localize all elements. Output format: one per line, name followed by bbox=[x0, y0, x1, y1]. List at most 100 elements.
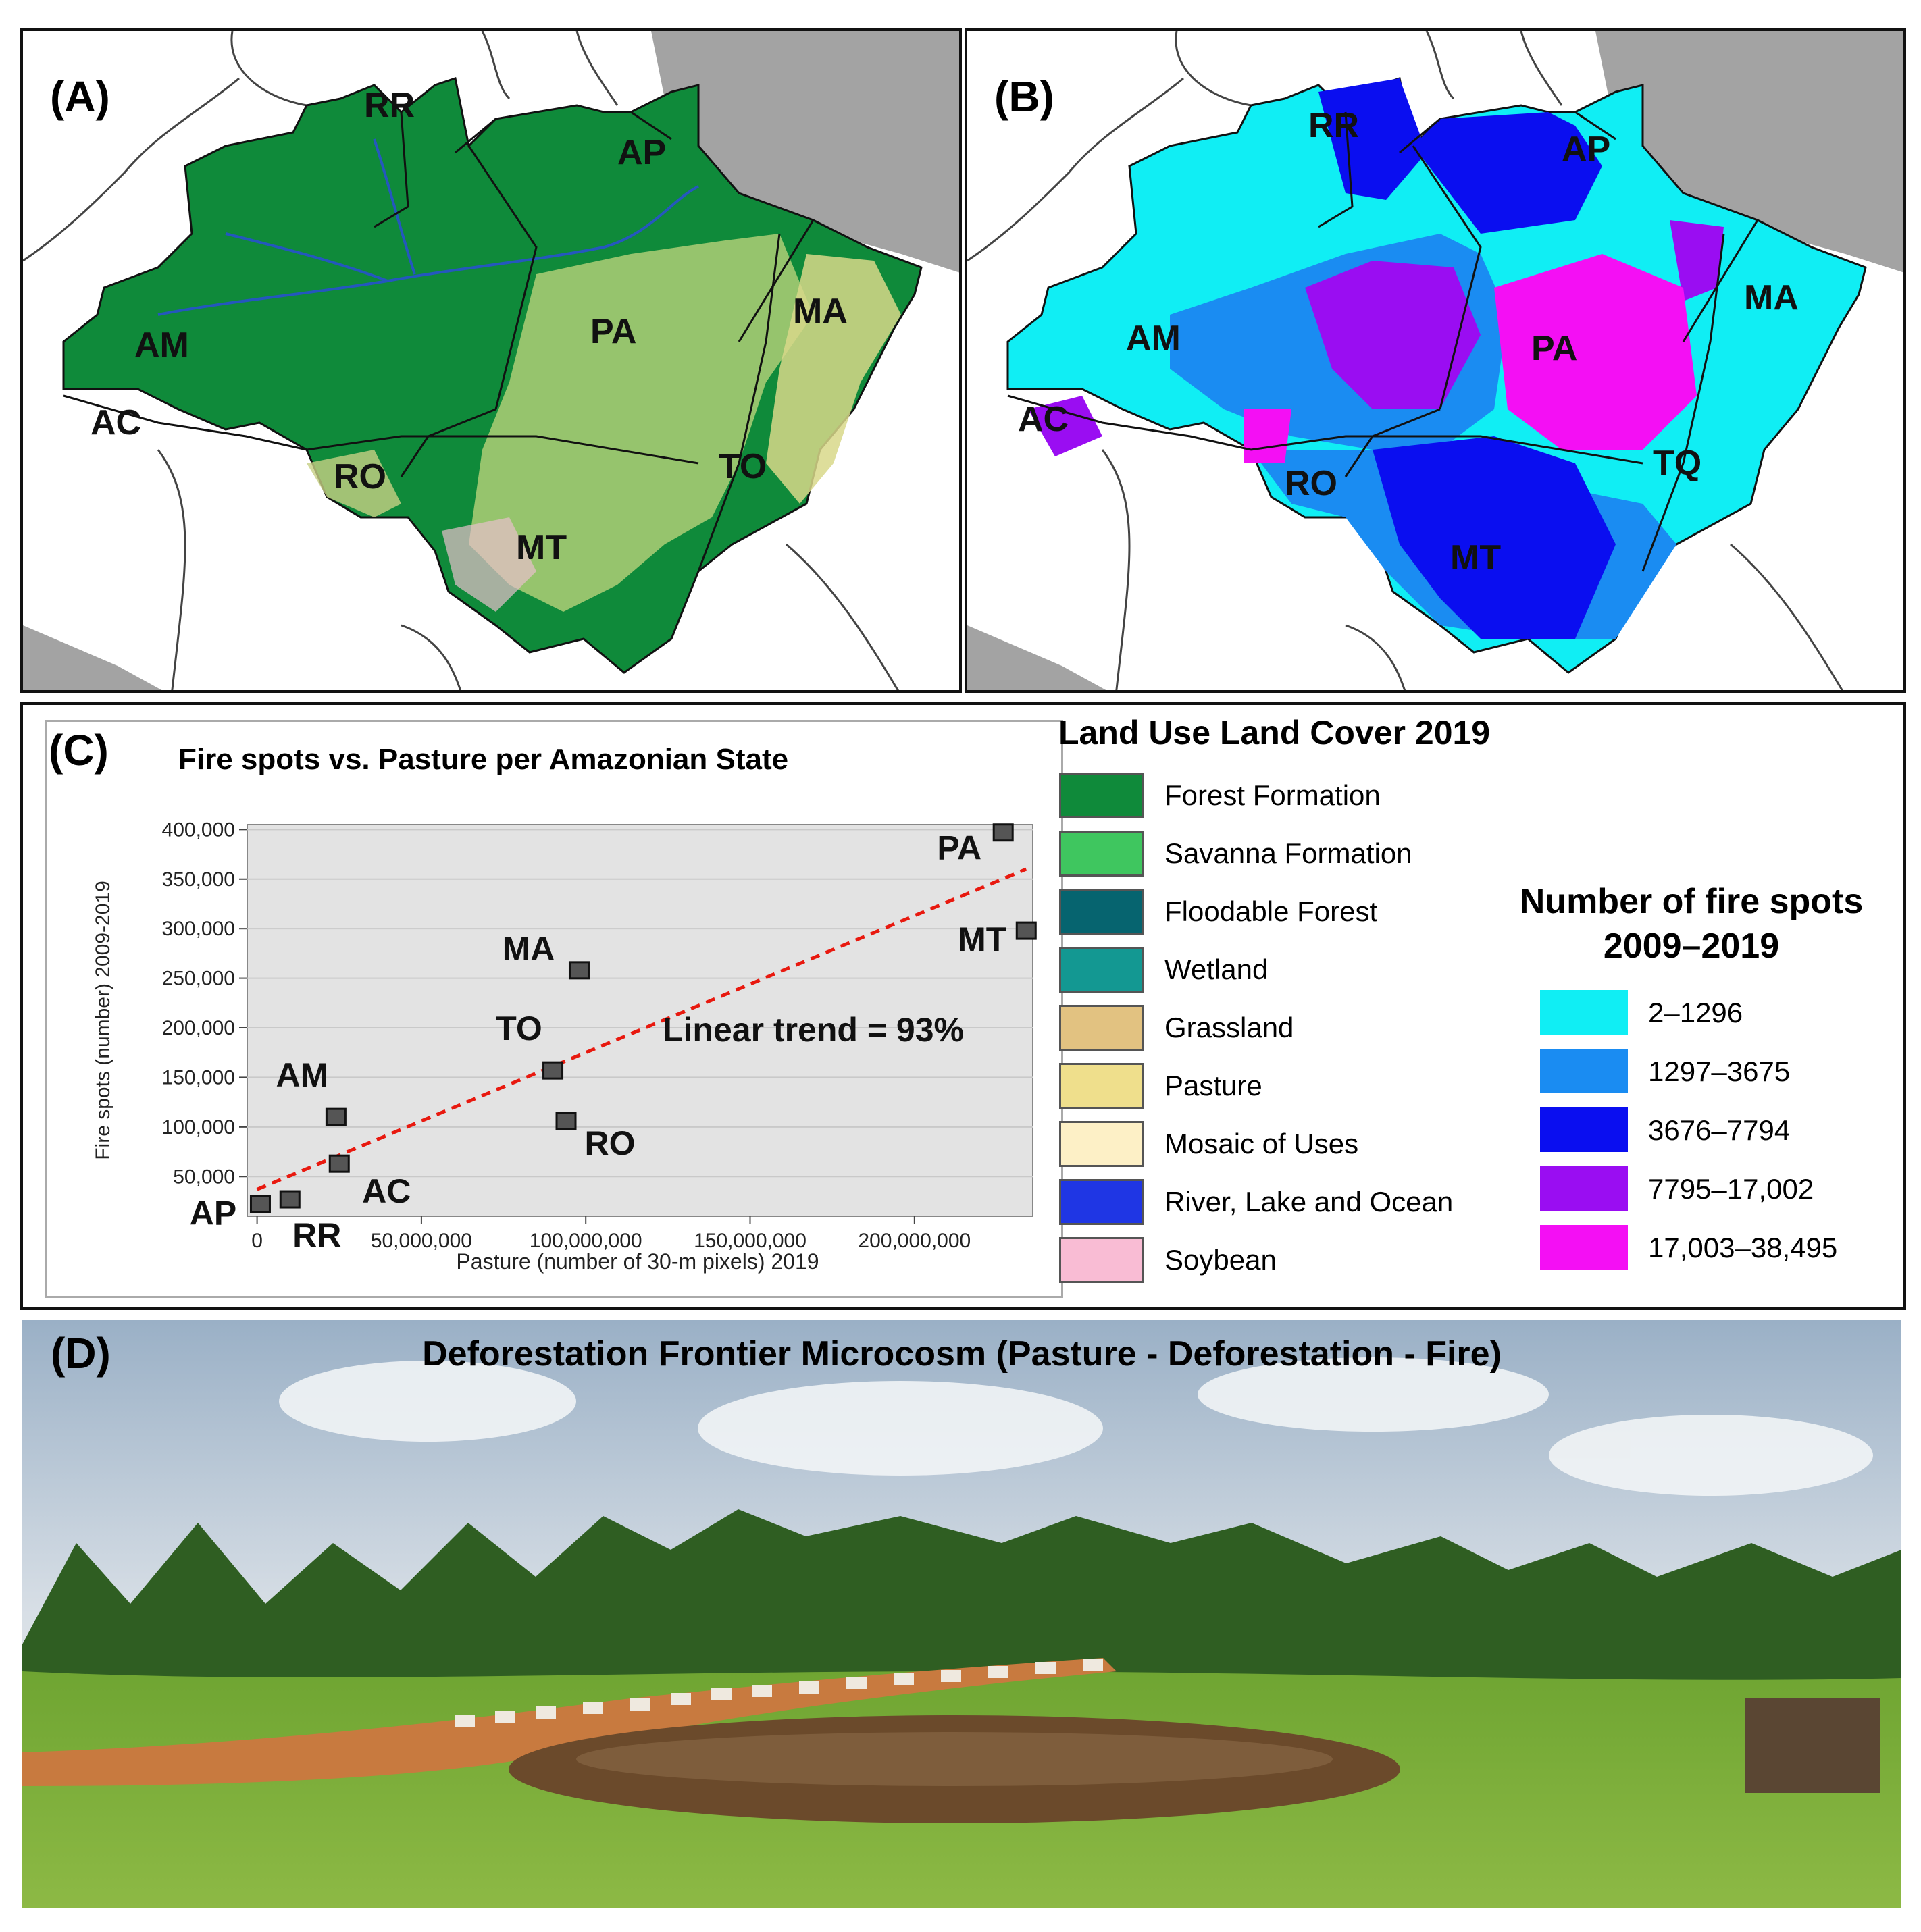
y-tick-label: 50,000 bbox=[173, 1166, 235, 1188]
state-label-ap: AP bbox=[1562, 130, 1611, 169]
soy-zone bbox=[442, 517, 536, 612]
landscape-photo bbox=[22, 1320, 1901, 1908]
neighbour-borders bbox=[967, 31, 1843, 690]
scatter-chart: 50,000 100,000 150,000 200,000 250,000 300,00… bbox=[92, 818, 1037, 1274]
point-label-to: TO bbox=[496, 1010, 542, 1047]
fire-swatch bbox=[1540, 1049, 1628, 1093]
x-tick-label: 100,000,000 bbox=[530, 1230, 642, 1252]
point-label-am: AM bbox=[276, 1056, 329, 1094]
point-label-rr: RR bbox=[292, 1216, 341, 1254]
point-label-ma: MA bbox=[503, 930, 555, 968]
land-cover-label: Pasture bbox=[1164, 1070, 1262, 1101]
pasture-zone-ma bbox=[766, 254, 901, 504]
land-cover-swatch bbox=[1059, 1005, 1144, 1051]
rivers bbox=[157, 138, 699, 316]
state-label-rr: RR bbox=[1308, 106, 1360, 145]
state-label-mt: MT bbox=[516, 528, 567, 567]
ocean-area-sw bbox=[23, 625, 162, 690]
point-ac bbox=[328, 1154, 350, 1173]
y-axis-ticks: 50,000 100,000 150,000 200,000 250,000 300,00… bbox=[162, 818, 247, 1188]
point-am bbox=[325, 1107, 347, 1126]
panel-d-photo: (D) Deforestation Frontier Microcosm (Pa… bbox=[22, 1320, 1901, 1908]
land-cover-label: Floodable Forest bbox=[1164, 895, 1378, 927]
forest-tree-line bbox=[22, 1509, 1901, 1698]
pond-reflection bbox=[576, 1732, 1333, 1786]
y-axis-label: Fire spots (number) 2009-2019 bbox=[92, 881, 114, 1160]
y-tick-label: 400,000 bbox=[162, 818, 235, 841]
state-borders bbox=[1007, 111, 1759, 572]
fire-swatch bbox=[1540, 1107, 1628, 1152]
state-label-ma: MA bbox=[1744, 278, 1799, 317]
state-label-ro: RO bbox=[1285, 464, 1337, 503]
state-label-tq: TQ bbox=[1653, 444, 1702, 483]
state-label-mt: MT bbox=[1450, 538, 1502, 577]
cattle-herd bbox=[455, 1659, 1103, 1727]
land-cover-label: River, Lake and Ocean bbox=[1164, 1186, 1454, 1218]
plot-area bbox=[247, 824, 1033, 1217]
land-cover-swatch bbox=[1059, 947, 1144, 993]
point-label-ro: RO bbox=[585, 1124, 636, 1162]
land-cover-label: Grassland bbox=[1164, 1012, 1294, 1043]
point-label-pa: PA bbox=[937, 829, 981, 867]
state-label-ma: MA bbox=[793, 292, 848, 331]
point-label-ac: AC bbox=[362, 1172, 411, 1210]
fire-class-5-area bbox=[1494, 254, 1697, 450]
fire-legend-title-line2: 2009–2019 bbox=[1603, 926, 1780, 966]
fire-swatch bbox=[1540, 990, 1628, 1035]
fire-class-4-area-east bbox=[1670, 220, 1724, 301]
fire-class-4-area bbox=[1305, 261, 1481, 409]
neighbour-borders bbox=[23, 31, 899, 690]
point-mt bbox=[1015, 921, 1037, 940]
panel-c-letter: (C) bbox=[49, 726, 109, 775]
land-cover-label: Savanna Formation bbox=[1164, 837, 1412, 869]
state-label-pa: PA bbox=[1531, 329, 1578, 368]
y-tick-label: 350,000 bbox=[162, 868, 235, 891]
fire-range-label: 1297–3675 bbox=[1648, 1055, 1791, 1087]
state-label-to: TO bbox=[719, 447, 767, 486]
panel-a-letter: (A) bbox=[50, 72, 110, 121]
fire-legend-title-line1: Number of fire spots bbox=[1519, 882, 1864, 921]
x-tick-label: 50,000,000 bbox=[371, 1230, 472, 1252]
fire-legend-title: Number of fire spots 2009–2019 bbox=[1482, 879, 1901, 968]
land-cover-label: Soybean bbox=[1164, 1244, 1277, 1276]
fire-range-label: 17,003–38,495 bbox=[1648, 1232, 1838, 1263]
fire-class-3-area bbox=[1318, 78, 1427, 200]
state-label-pa: PA bbox=[590, 312, 637, 351]
y-tick-label: 100,000 bbox=[162, 1116, 235, 1139]
fire-class-3-area-central bbox=[1373, 436, 1616, 639]
ocean-area bbox=[651, 31, 959, 273]
y-tick-label: 200,000 bbox=[162, 1017, 235, 1039]
fire-class-4-area-west bbox=[1028, 396, 1102, 456]
trend-line bbox=[256, 867, 1027, 1191]
wooden-corral bbox=[1745, 1698, 1880, 1793]
state-label-rr: RR bbox=[364, 86, 415, 125]
land-cover-map bbox=[23, 31, 959, 690]
point-to bbox=[542, 1061, 564, 1080]
state-borders bbox=[63, 111, 815, 572]
ocean-area bbox=[1595, 31, 1903, 273]
point-label-ap: AP bbox=[190, 1194, 236, 1232]
point-pa bbox=[992, 823, 1014, 842]
y-tick-label: 300,000 bbox=[162, 918, 235, 940]
land-cover-label: Forest Formation bbox=[1164, 779, 1381, 811]
point-ma bbox=[568, 961, 590, 980]
fire-swatch bbox=[1540, 1225, 1628, 1270]
x-tick-label: 150,000,000 bbox=[694, 1230, 806, 1252]
land-cover-legend-title: Land Use Land Cover 2019 bbox=[1058, 714, 1491, 752]
state-label-ap: AP bbox=[617, 133, 667, 172]
state-label-ro: RO bbox=[334, 457, 386, 496]
panel-c-container: (C) Fire spots vs. Pasture per Amazonian… bbox=[20, 702, 1906, 1310]
panel-d-letter: (D) bbox=[51, 1329, 111, 1378]
x-tick-label: 0 bbox=[251, 1230, 263, 1252]
x-axis-ticks: 0 50,000,000 100,000,000 150,000,000 200,000… bbox=[251, 1216, 971, 1252]
fire-class-3-area-north bbox=[1413, 112, 1602, 234]
state-label-ac: AC bbox=[1018, 400, 1069, 439]
fire-spots-map bbox=[967, 31, 1903, 690]
fire-swatch bbox=[1540, 1166, 1628, 1211]
dirt-path bbox=[22, 1658, 1117, 1786]
panel-b-letter: (B) bbox=[994, 72, 1054, 121]
trend-annotation: Linear trend = 93% bbox=[663, 1011, 964, 1049]
data-points: AP RR AC AM TO RO MA PA MT bbox=[190, 823, 1037, 1254]
state-label-am: AM bbox=[1126, 319, 1181, 358]
fire-class-5-area-ro bbox=[1244, 409, 1291, 463]
